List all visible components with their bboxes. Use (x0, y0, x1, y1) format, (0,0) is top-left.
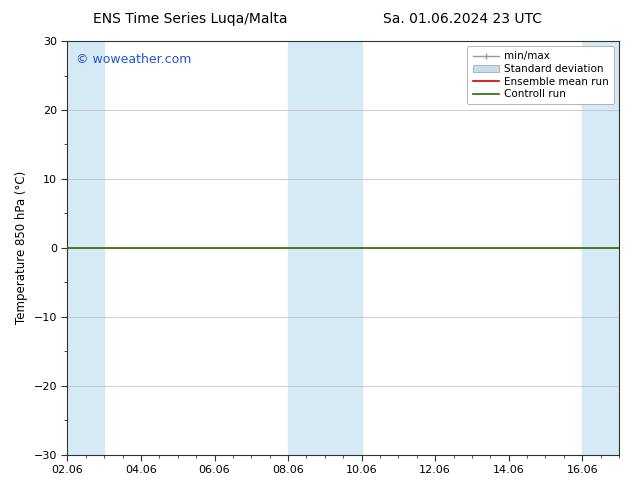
Bar (67, 41, 104, 455)
Legend: min/max, Standard deviation, Ensemble mean run, Controll run: min/max, Standard deviation, Ensemble me… (467, 46, 614, 104)
Text: Sa. 01.06.2024 23 UTC: Sa. 01.06.2024 23 UTC (384, 12, 542, 26)
Bar (582, 41, 619, 455)
Text: © woweather.com: © woweather.com (75, 53, 191, 67)
Text: ENS Time Series Luqa/Malta: ENS Time Series Luqa/Malta (93, 12, 287, 26)
Y-axis label: Temperature 850 hPa (°C): Temperature 850 hPa (°C) (15, 171, 28, 324)
Bar (288, 41, 361, 455)
